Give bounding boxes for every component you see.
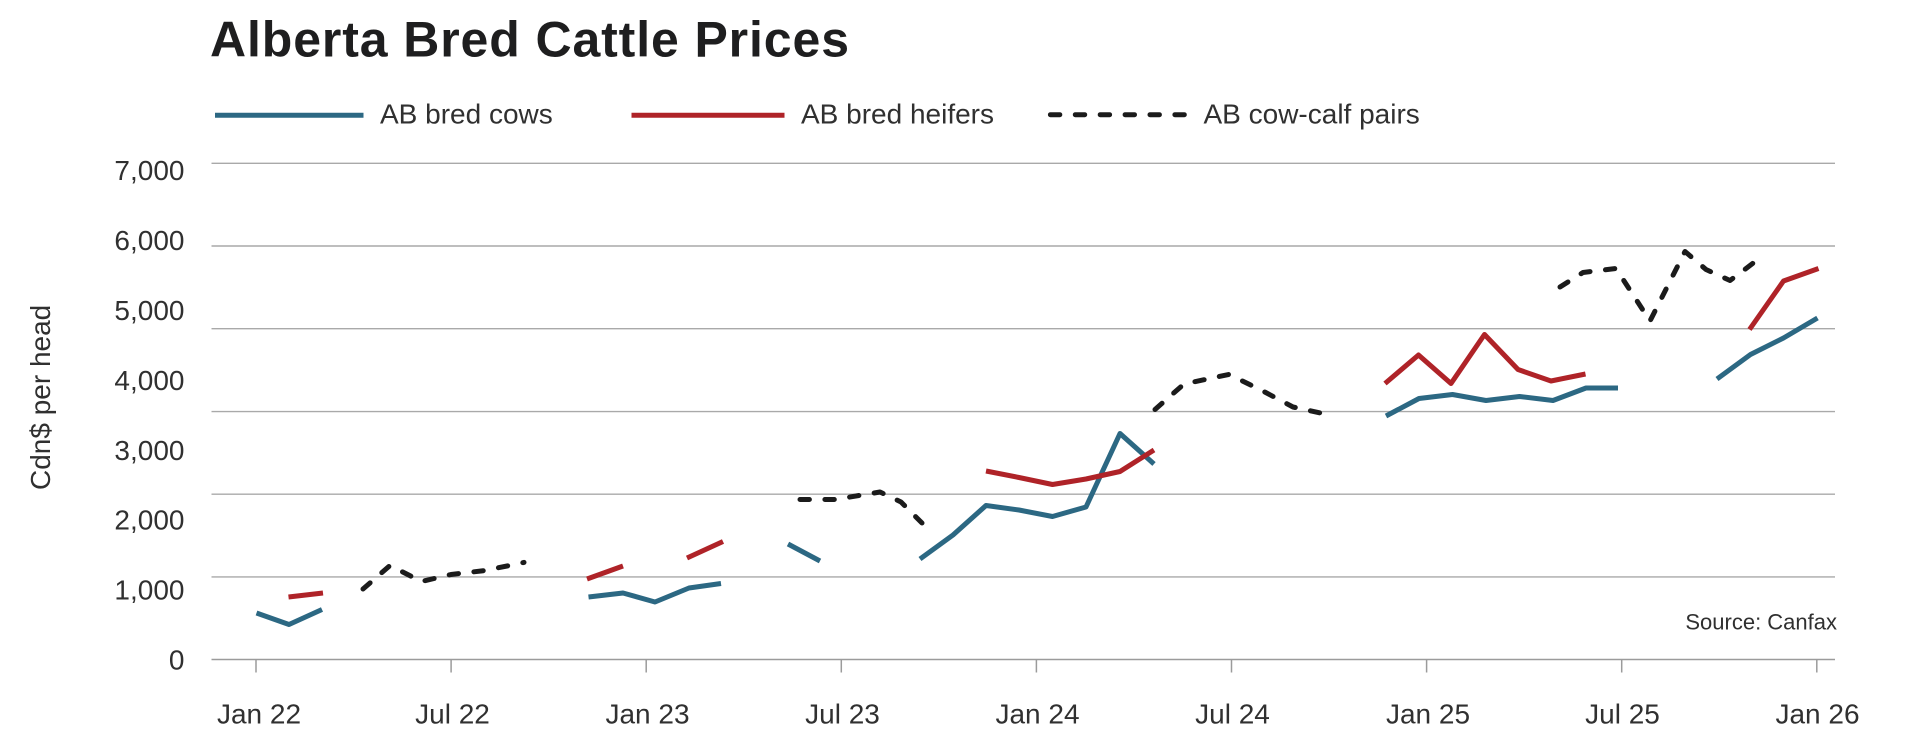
svg-text:1,000: 1,000 bbox=[114, 575, 184, 606]
svg-text:Jan 23: Jan 23 bbox=[605, 699, 689, 730]
svg-text:5,000: 5,000 bbox=[114, 295, 184, 326]
svg-text:Jan 26: Jan 26 bbox=[1775, 699, 1859, 730]
svg-text:Source: Canfax: Source: Canfax bbox=[1685, 610, 1837, 635]
svg-text:2,000: 2,000 bbox=[114, 505, 184, 536]
svg-text:Jul 22: Jul 22 bbox=[415, 699, 490, 730]
svg-text:Jul 24: Jul 24 bbox=[1195, 699, 1270, 730]
svg-text:6,000: 6,000 bbox=[114, 225, 184, 256]
svg-text:Cdn$ per head: Cdn$ per head bbox=[25, 305, 56, 490]
svg-text:AB bred cows: AB bred cows bbox=[380, 99, 553, 130]
svg-text:Jan 22: Jan 22 bbox=[217, 699, 301, 730]
svg-text:Alberta Bred Cattle Prices: Alberta Bred Cattle Prices bbox=[210, 11, 849, 67]
svg-text:Jan 24: Jan 24 bbox=[995, 699, 1079, 730]
svg-text:Jul 25: Jul 25 bbox=[1585, 699, 1660, 730]
svg-text:0: 0 bbox=[169, 645, 185, 676]
svg-text:Jul 23: Jul 23 bbox=[805, 699, 880, 730]
svg-text:AB bred heifers: AB bred heifers bbox=[801, 99, 994, 130]
svg-text:4,000: 4,000 bbox=[114, 365, 184, 396]
svg-text:Jan 25: Jan 25 bbox=[1386, 699, 1470, 730]
svg-text:3,000: 3,000 bbox=[114, 435, 184, 466]
svg-text:7,000: 7,000 bbox=[114, 155, 184, 186]
svg-text:AB cow-calf pairs: AB cow-calf pairs bbox=[1204, 99, 1420, 130]
